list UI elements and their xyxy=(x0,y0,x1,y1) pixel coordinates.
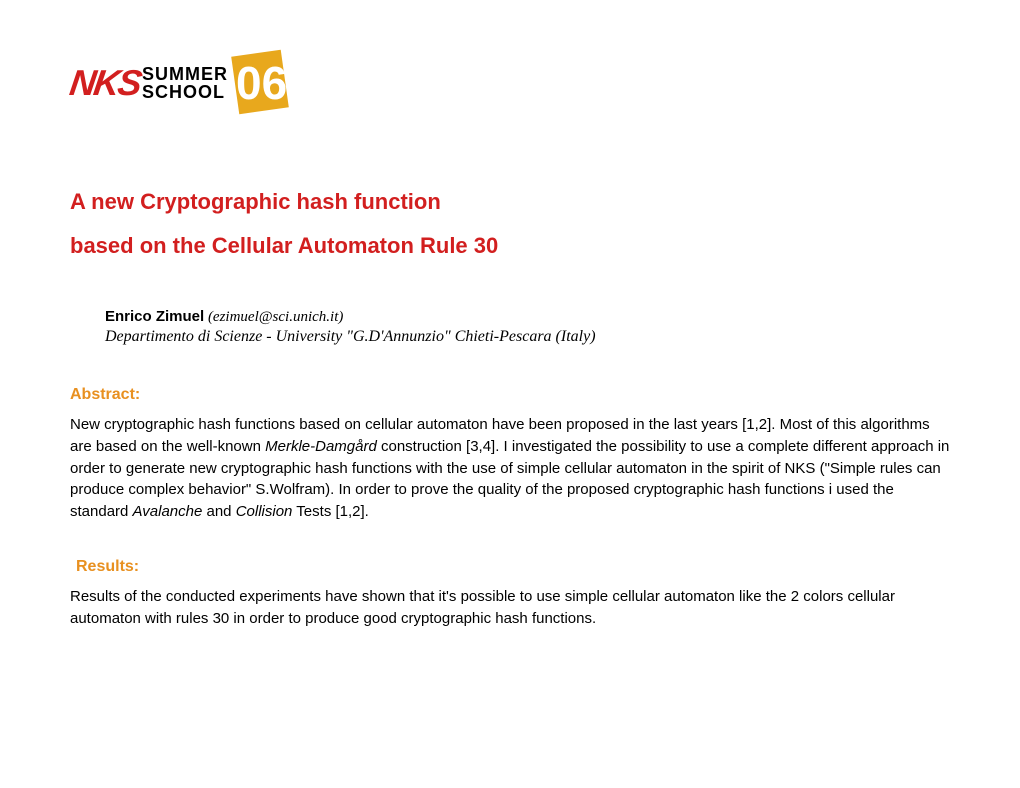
results-text: Results of the conducted experiments hav… xyxy=(70,586,950,630)
abstract-italic-2: Avalanche xyxy=(133,503,203,520)
title-line-1: A new Cryptographic hash function xyxy=(70,180,950,224)
title-line-2: based on the Cellular Automaton Rule 30 xyxy=(70,224,950,268)
logo-year-text: 06 xyxy=(236,56,287,110)
abstract-part-4: Tests [1,2]. xyxy=(292,503,368,520)
logo-school: SCHOOL xyxy=(142,83,228,101)
logo-summer-school-text: SUMMER SCHOOL xyxy=(142,65,228,101)
abstract-italic-1: Merkle-Damgård xyxy=(265,438,377,455)
abstract-text: New cryptographic hash functions based o… xyxy=(70,414,950,523)
logo-summer: SUMMER xyxy=(142,65,228,83)
author-block: Enrico Zimuel (ezimuel@sci.unich.it) Dep… xyxy=(105,308,950,346)
logo-nks-text: NKS xyxy=(67,62,143,104)
author-name: Enrico Zimuel xyxy=(105,308,204,325)
logo: NKS SUMMER SCHOOL 06 xyxy=(70,40,950,125)
author-email: (ezimuel@sci.unich.it) xyxy=(204,309,343,325)
abstract-italic-3: Collision xyxy=(236,503,293,520)
abstract-part-3: and xyxy=(202,503,235,520)
author-affiliation: Departimento di Scienze - University "G.… xyxy=(105,328,950,346)
document-title: A new Cryptographic hash function based … xyxy=(70,180,950,268)
logo-year-badge: 06 xyxy=(230,50,290,115)
results-heading: Results: xyxy=(76,558,950,576)
abstract-heading: Abstract: xyxy=(70,386,950,404)
